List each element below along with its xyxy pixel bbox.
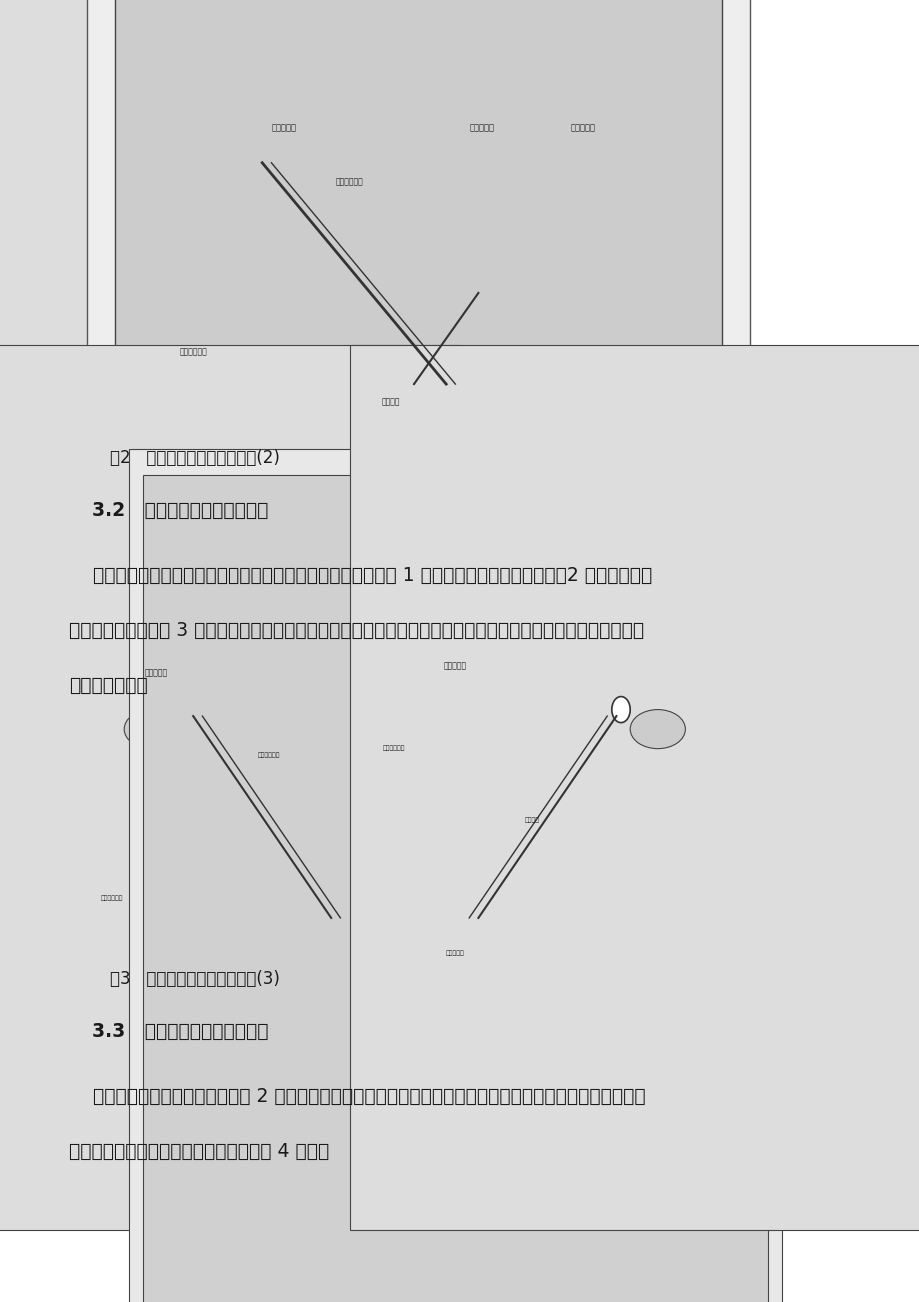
Text: 提升料斗: 提升料斗 (524, 818, 539, 823)
Polygon shape (478, 208, 607, 299)
Ellipse shape (124, 710, 179, 749)
Text: 3.3   平地双机双配组合安装式: 3.3 平地双机双配组合安装式 (92, 1022, 268, 1042)
FancyBboxPatch shape (87, 0, 749, 788)
FancyBboxPatch shape (0, 0, 528, 690)
Text: 图2   平地单机单配组合示意图(2): 图2 平地单机单配组合示意图(2) (110, 449, 280, 467)
Text: 平地双机双配组合安装式是指将 2 台搅拌机在同一个支架上相对安装，并在两侧各独立配置一台配料机为其供: 平地双机双配组合安装式是指将 2 台搅拌机在同一个支架上相对安装，并在两侧各独立… (69, 1087, 645, 1107)
Ellipse shape (630, 710, 685, 749)
Text: 提升料斗滑槽: 提升料斗滑槽 (335, 178, 363, 186)
Text: 砂石料，共用一个接料口进行出料，如图 4 所示。: 砂石料，共用一个接料口进行出料，如图 4 所示。 (69, 1142, 329, 1161)
Text: 强制搅拌机: 强制搅拌机 (271, 124, 296, 133)
FancyBboxPatch shape (142, 475, 767, 1302)
Text: 提升料斗滑槽: 提升料斗滑槽 (257, 753, 279, 758)
FancyBboxPatch shape (129, 449, 781, 1302)
FancyBboxPatch shape (0, 345, 460, 1230)
Ellipse shape (200, 159, 250, 206)
Text: 3.2   平地双机单配组合安装式: 3.2 平地双机单配组合安装式 (92, 501, 268, 521)
Circle shape (611, 697, 630, 723)
Text: 混凝土放料坡: 混凝土放料坡 (179, 348, 207, 355)
Text: 提升料斗: 提升料斗 (381, 397, 400, 406)
Text: 混凝土上料坡: 混凝土上料坡 (101, 896, 123, 901)
Polygon shape (404, 690, 505, 742)
Polygon shape (515, 163, 570, 208)
Circle shape (179, 697, 198, 723)
Text: 提升料斗滑槽: 提升料斗滑槽 (382, 746, 404, 751)
Text: 强制搅拌机: 强制搅拌机 (144, 668, 168, 677)
Circle shape (251, 141, 273, 172)
Text: 电子配料机: 电子配料机 (469, 124, 494, 133)
Text: 电子配料机: 电子配料机 (443, 661, 467, 671)
Text: 图3   平地双机单配组合示意图(3): 图3 平地双机单配组合示意图(3) (110, 970, 280, 988)
Text: 碎石上料坡: 碎石上料坡 (570, 124, 595, 133)
FancyBboxPatch shape (349, 345, 919, 1230)
FancyBboxPatch shape (115, 0, 721, 775)
Text: 砂石上料坡: 砂石上料坡 (446, 950, 464, 956)
Text: 这种组合形式是在平地单机单配组合安装式的基础上，增加了 1 台搅拌机，使配料机在中间，2 台搅拌机在两: 这种组合形式是在平地单机单配组合安装式的基础上，增加了 1 台搅拌机，使配料机在… (69, 566, 652, 586)
Text: 侧一字形摆开，如图 3 所示。其目的是充分利用配料机可正反双向供砂石料的特点，形成串联作业，增加生产量，: 侧一字形摆开，如图 3 所示。其目的是充分利用配料机可正反双向供砂石料的特点，形… (69, 621, 643, 641)
Polygon shape (368, 742, 542, 840)
Text: 减少设备投入。: 减少设备投入。 (69, 676, 148, 695)
